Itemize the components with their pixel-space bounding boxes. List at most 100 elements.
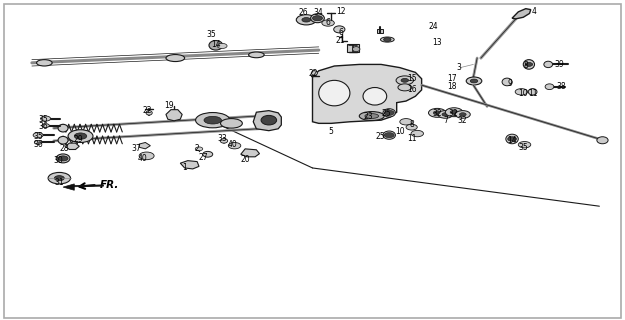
Ellipse shape [470,79,478,83]
Circle shape [34,140,42,144]
Text: 34: 34 [314,8,324,17]
Ellipse shape [220,139,228,143]
Text: 35: 35 [518,143,528,152]
Circle shape [459,113,466,116]
Circle shape [518,141,531,148]
Text: 2: 2 [195,144,199,153]
Circle shape [33,132,43,138]
Circle shape [455,111,470,118]
Ellipse shape [383,131,396,139]
Text: 16: 16 [407,85,416,94]
Circle shape [42,124,49,127]
Polygon shape [166,110,182,121]
Text: 35: 35 [33,132,43,141]
Circle shape [438,111,452,118]
Ellipse shape [196,113,230,128]
Text: 30: 30 [53,156,63,165]
Ellipse shape [146,111,152,115]
Text: 8: 8 [410,120,414,130]
Circle shape [195,147,202,151]
Circle shape [48,172,71,184]
Text: 39: 39 [554,60,564,69]
Text: 8: 8 [523,60,528,69]
Text: 6: 6 [326,19,331,28]
Text: 9: 9 [507,79,512,88]
Ellipse shape [352,47,360,52]
Ellipse shape [58,124,68,132]
Ellipse shape [506,134,518,144]
Circle shape [411,130,424,137]
Text: 32: 32 [432,109,442,118]
Ellipse shape [544,61,552,68]
Circle shape [450,110,458,114]
Text: 5: 5 [329,127,334,136]
Ellipse shape [202,151,212,157]
Circle shape [68,130,93,142]
Ellipse shape [319,80,350,106]
Text: 1: 1 [182,164,187,172]
Circle shape [139,152,154,160]
Polygon shape [139,142,151,149]
Circle shape [384,38,391,42]
Circle shape [41,116,51,121]
Text: 11: 11 [528,89,538,98]
Text: 3: 3 [457,63,461,72]
Bar [348,44,359,52]
Text: 23: 23 [364,113,374,122]
Ellipse shape [249,52,264,58]
Text: 10: 10 [518,89,528,98]
Ellipse shape [311,14,324,23]
Polygon shape [512,9,531,19]
Circle shape [302,18,311,22]
Text: 22: 22 [142,106,152,115]
Ellipse shape [334,26,345,33]
Ellipse shape [466,77,482,85]
Text: 15: 15 [407,74,416,83]
Circle shape [228,142,241,149]
Ellipse shape [56,154,70,163]
Ellipse shape [36,60,52,66]
Circle shape [433,111,441,115]
Ellipse shape [597,137,608,144]
Text: 40: 40 [138,154,148,163]
Ellipse shape [381,37,394,42]
Text: 18: 18 [448,82,457,91]
Text: 35: 35 [38,115,48,124]
Circle shape [312,16,322,21]
Circle shape [442,113,449,116]
Text: 7: 7 [443,116,448,125]
Text: 26: 26 [298,8,308,17]
Text: 25: 25 [375,132,384,140]
Text: 20: 20 [241,155,250,164]
Circle shape [384,132,394,138]
Circle shape [429,108,446,117]
Text: 10: 10 [395,127,404,136]
Circle shape [398,84,412,91]
Text: 25: 25 [381,109,391,118]
Text: 12: 12 [336,7,345,16]
Polygon shape [180,161,199,169]
Text: 14: 14 [211,40,221,49]
Text: 28: 28 [59,144,69,153]
Text: 17: 17 [448,74,457,83]
Ellipse shape [261,116,277,125]
Circle shape [446,108,462,117]
Text: 21: 21 [336,36,345,45]
Circle shape [508,137,516,141]
Text: 24: 24 [428,22,438,31]
Text: 33: 33 [218,134,227,143]
Ellipse shape [383,109,396,117]
Text: 6: 6 [338,28,343,37]
Ellipse shape [221,119,243,128]
Ellipse shape [365,114,379,118]
Circle shape [296,15,316,25]
Text: 29: 29 [74,135,84,144]
Text: 19: 19 [164,101,174,110]
Text: 32: 32 [449,109,458,118]
Text: 36: 36 [38,122,48,131]
Text: 4: 4 [531,7,536,16]
Text: 37: 37 [132,144,141,153]
Bar [377,29,383,33]
Circle shape [515,89,528,95]
Circle shape [396,76,414,85]
